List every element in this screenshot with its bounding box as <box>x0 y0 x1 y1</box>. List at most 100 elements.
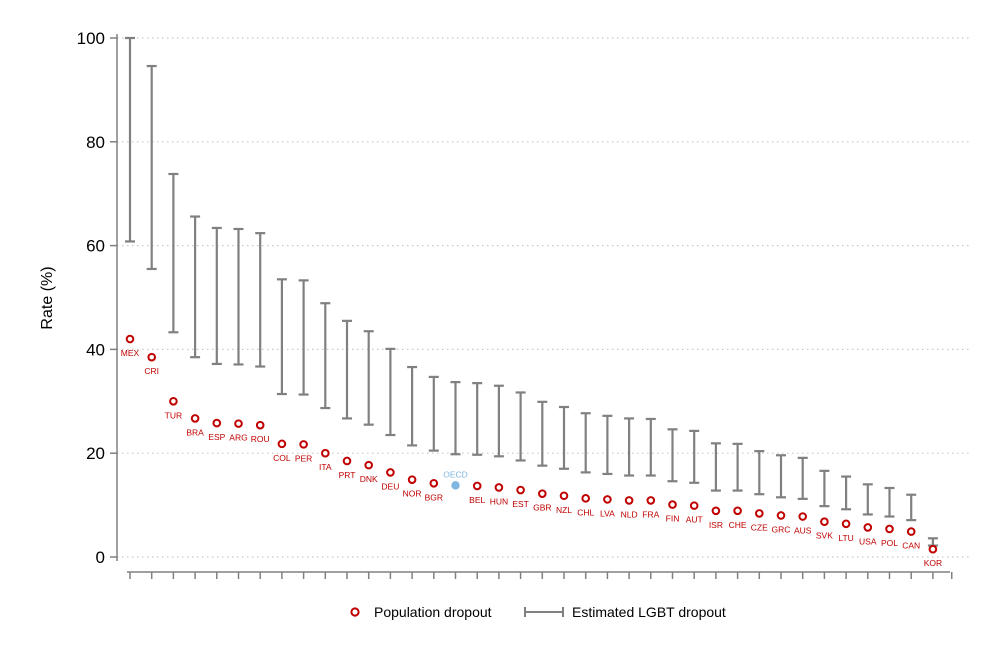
point-ita <box>321 448 330 458</box>
point-fin <box>668 500 677 509</box>
point-aus <box>798 512 808 521</box>
lgbt-range-mex <box>125 36 135 243</box>
point-aut <box>689 501 699 510</box>
point-col <box>277 439 287 449</box>
point-grc <box>776 511 786 520</box>
label-ita: ITA <box>319 462 332 472</box>
lgbt-range-tur <box>168 172 179 334</box>
lgbt-range-cze <box>754 450 765 496</box>
lgbt-range-grc <box>776 454 786 499</box>
label-col: COL <box>273 453 291 463</box>
point-prt <box>342 456 352 466</box>
gridlines <box>117 37 970 558</box>
label-bgr: BGR <box>425 492 443 502</box>
y-tick-label: 20 <box>86 444 105 463</box>
label-nor: NOR <box>403 489 422 499</box>
lgbt-range-svk <box>819 469 830 508</box>
x-axis <box>127 571 953 579</box>
label-kor: KOR <box>924 558 942 568</box>
point-tur <box>169 397 178 406</box>
chart-canvas: 0 20 40 60 80 100 Rate (%) MEX CRI TUR BRA ESP ARG… <box>39 29 970 579</box>
lgbt-range-fra <box>645 417 656 477</box>
lgbt-range-rou <box>255 232 266 368</box>
lgbt-range-per <box>298 279 309 396</box>
legend-label-population: Population dropout <box>374 604 492 620</box>
point-dnk <box>364 460 374 470</box>
label-oecd: OECD <box>443 469 468 479</box>
lgbt-range-can <box>906 493 917 522</box>
lgbt-range-deu <box>385 347 396 437</box>
lgbt-range-aus <box>797 456 808 500</box>
y-tick-label: 80 <box>86 133 105 152</box>
lgbt-range-kor <box>927 537 938 547</box>
lgbt-range-arg <box>233 227 244 366</box>
point-pol <box>885 524 894 534</box>
label-fra: FRA <box>642 509 659 519</box>
lgbt-range-bra <box>190 215 201 359</box>
lgbt-range-fin <box>667 428 678 483</box>
label-dnk: DNK <box>360 474 378 484</box>
label-bel: BEL <box>469 495 485 505</box>
lgbt-range-prt <box>342 319 352 420</box>
point-bel <box>472 481 482 491</box>
lgbt-range-aut <box>689 429 700 484</box>
point-fra <box>646 496 656 505</box>
point-gbr <box>538 489 547 498</box>
lgbt-dropout-ranges <box>125 36 938 547</box>
label-ltu: LTU <box>838 533 853 543</box>
point-bra <box>190 414 200 423</box>
point-svk <box>820 517 829 527</box>
lgbt-range-col <box>276 278 287 396</box>
point-can <box>906 527 916 536</box>
label-cze: CZE <box>751 522 768 532</box>
y-tick-label: 100 <box>77 29 105 48</box>
point-nld <box>624 496 634 505</box>
lgbt-range-chl <box>580 412 591 474</box>
y-axis-label: Rate (%) <box>39 266 56 329</box>
label-isr: ISR <box>709 520 723 530</box>
population-dropout-points <box>125 334 938 554</box>
lgbt-range-est <box>515 391 526 462</box>
point-lva <box>603 495 612 504</box>
point-arg <box>234 419 243 428</box>
lgbt-range-bgr <box>428 375 439 452</box>
label-nzl: NZL <box>556 505 572 515</box>
point-oecd <box>451 481 460 490</box>
point-mex <box>125 334 135 344</box>
label-nld: NLD <box>621 509 638 519</box>
lgbt-range-nld <box>624 417 635 477</box>
label-aut: AUT <box>686 515 703 525</box>
lgbt-range-nzl <box>559 405 569 470</box>
legend-label-lgbt: Estimated LGBT dropout <box>572 604 726 620</box>
label-arg: ARG <box>229 433 247 443</box>
lgbt-range-oecd <box>450 380 461 456</box>
point-ltu <box>841 519 851 529</box>
label-bra: BRA <box>186 427 204 437</box>
label-fin: FIN <box>666 514 680 524</box>
label-esp: ESP <box>208 432 225 442</box>
label-lva: LVA <box>600 508 615 518</box>
lgbt-range-ita <box>320 302 331 410</box>
point-deu <box>386 468 395 477</box>
label-deu: DEU <box>381 481 399 491</box>
lgbt-range-che <box>732 442 743 492</box>
label-can: CAN <box>902 541 920 551</box>
lgbt-range-gbr <box>537 400 548 467</box>
label-svk: SVK <box>816 531 833 541</box>
point-che <box>733 506 742 516</box>
lgbt-range-cri <box>146 64 157 271</box>
point-isr <box>711 506 721 516</box>
lgbt-range-nor <box>407 365 418 447</box>
label-aus: AUS <box>794 526 812 536</box>
lgbt-range-pol <box>884 486 895 518</box>
label-mex: MEX <box>121 348 140 358</box>
lgbt-range-bel <box>472 382 483 456</box>
point-hun <box>494 483 504 492</box>
label-che: CHE <box>729 520 747 530</box>
point-usa <box>863 523 873 532</box>
label-est: EST <box>512 499 529 509</box>
lgbt-range-ltu <box>841 475 852 511</box>
hollow-circle-icon <box>350 607 360 617</box>
point-per <box>299 440 308 449</box>
